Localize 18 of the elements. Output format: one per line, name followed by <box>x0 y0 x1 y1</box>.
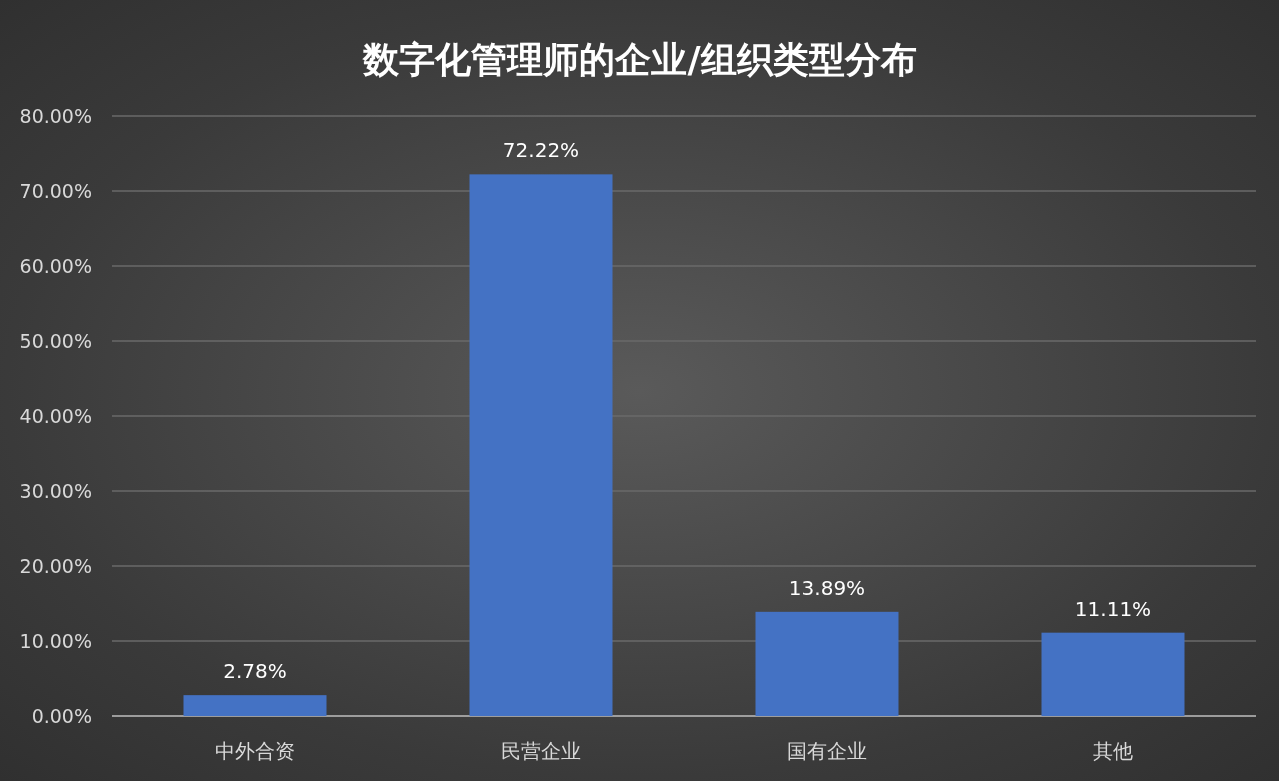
y-tick-label: 70.00% <box>19 180 92 202</box>
data-label: 2.78% <box>223 659 287 684</box>
data-label: 11.11% <box>1074 596 1152 621</box>
chart-title: 数字化管理师的企业/组织类型分布 <box>362 39 917 80</box>
x-tick-label: 中外合资 <box>215 739 295 763</box>
y-tick-label: 30.00% <box>19 480 92 502</box>
y-tick-label: 0.00% <box>31 705 92 727</box>
y-tick-label: 20.00% <box>19 555 92 577</box>
x-tick-label: 国有企业 <box>787 739 867 763</box>
data-label: 72.22% <box>502 138 580 163</box>
y-tick-label: 60.00% <box>19 255 92 277</box>
y-tick-label: 10.00% <box>19 630 92 652</box>
data-label: 13.89% <box>788 575 866 600</box>
y-tick-label: 50.00% <box>19 330 92 352</box>
y-tick-label: 80.00% <box>19 105 92 127</box>
y-tick-label: 40.00% <box>19 405 92 427</box>
x-tick-label: 民营企业 <box>501 739 581 763</box>
x-tick-label: 其他 <box>1093 739 1133 763</box>
